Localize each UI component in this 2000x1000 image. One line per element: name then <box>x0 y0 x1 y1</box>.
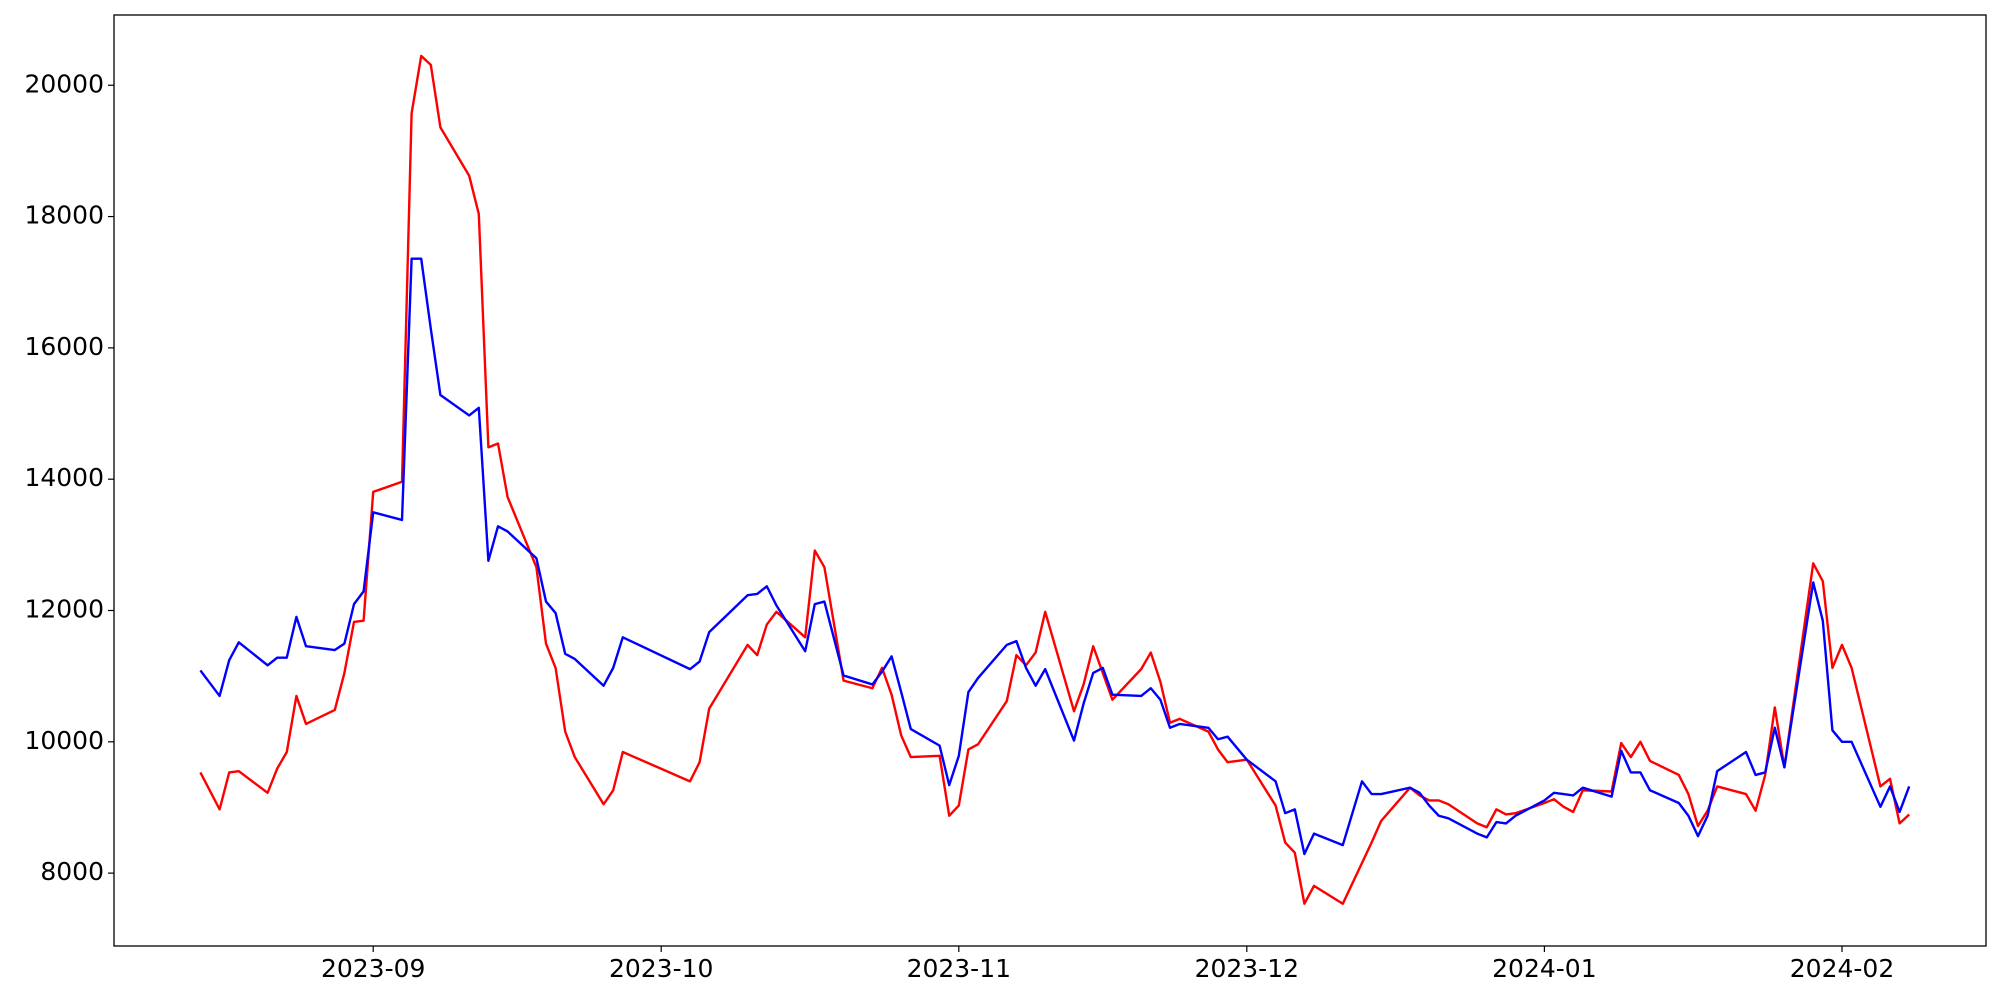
series-line <box>199 54 1911 905</box>
y-tick-label: 16000 <box>24 332 104 361</box>
x-tick-label: 2023-10 <box>609 954 713 983</box>
plot-frame <box>113 14 1987 947</box>
y-tick-label: 8000 <box>40 857 104 886</box>
x-tick-label: 2024-01 <box>1492 954 1596 983</box>
y-tick-label: 18000 <box>24 201 104 230</box>
y-tick-label: 20000 <box>24 69 104 98</box>
x-tick-label: 2023-11 <box>907 954 1011 983</box>
x-tick-label: 2023-09 <box>321 954 425 983</box>
y-tick-label: 14000 <box>24 463 104 492</box>
x-tick-label: 2024-02 <box>1790 954 1894 983</box>
series-line <box>199 257 1911 856</box>
y-tick-label: 12000 <box>24 594 104 623</box>
y-tick-label: 10000 <box>24 726 104 755</box>
x-tick-label: 2023-12 <box>1195 954 1299 983</box>
